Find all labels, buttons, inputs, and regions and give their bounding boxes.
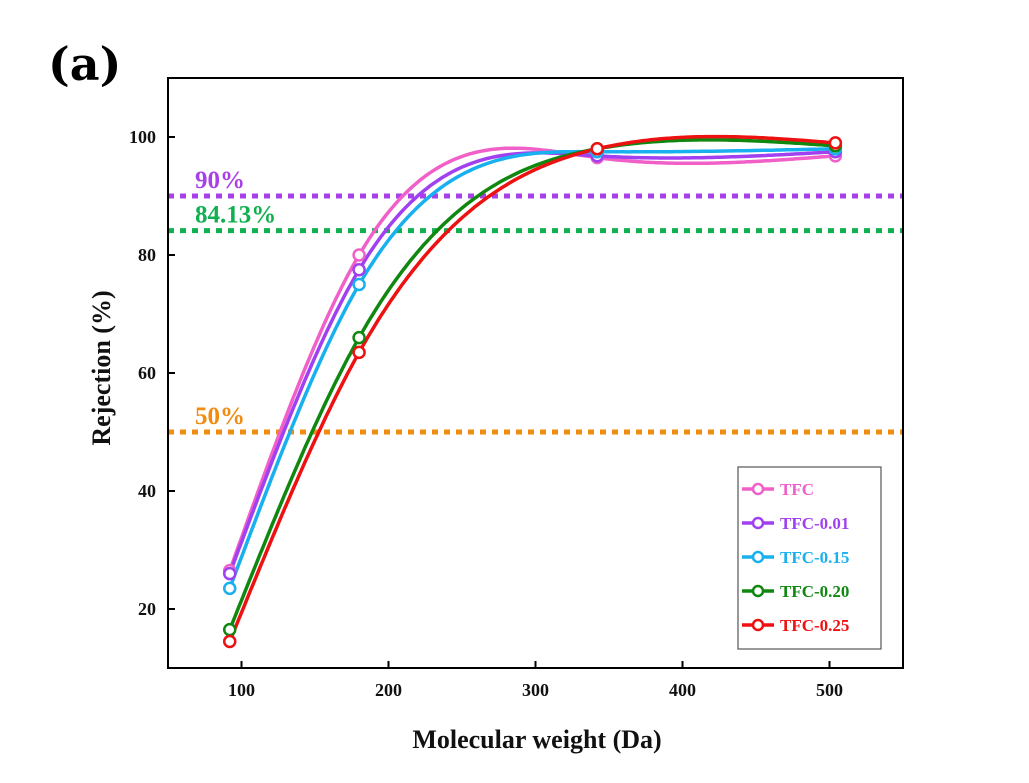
x-axis-title: Molecular weight (Da) [412, 725, 661, 754]
panel-label: (a) [48, 37, 121, 91]
legend-swatch-marker-4 [751, 618, 765, 632]
data-point-4-3 [828, 136, 843, 150]
x-tick-label-1: 200 [375, 680, 402, 700]
plot-area: 90% 84.13% 50% 100 200 300 400 500 20 40 60 80 100 TF… [129, 77, 904, 700]
data-point-2-0 [222, 581, 237, 596]
series-line-3 [228, 138, 836, 631]
x-tick-label-2: 300 [522, 680, 549, 700]
reference-label-1: 84.13% [195, 202, 276, 229]
data-point-4-0 [222, 634, 237, 649]
x-tick-label-0: 100 [228, 680, 255, 700]
legend-label-0: TFC [780, 480, 814, 499]
series-line-2 [228, 147, 836, 590]
data-point-1-0 [222, 566, 237, 581]
data-point-0-1 [352, 248, 366, 262]
y-axis-title: Rejection (%) [87, 290, 116, 445]
x-tick-label-4: 500 [816, 680, 843, 700]
data-point-1-1 [352, 263, 366, 277]
legend-label-1: TFC-0.01 [780, 514, 849, 533]
data-point-4-1 [352, 345, 366, 360]
series-line-0 [228, 146, 836, 572]
y-tick-label-0: 20 [138, 599, 156, 619]
legend: TFC TFC-0.01 TFC-0.15 TFC-0.20 TFC-0.25 [737, 466, 882, 650]
data-point-4-2 [590, 142, 604, 156]
reference-label-0: 90% [195, 167, 245, 194]
legend-label-3: TFC-0.20 [780, 582, 849, 601]
y-tick-label-1: 40 [138, 481, 156, 501]
y-tick-label-2: 60 [138, 363, 156, 383]
legend-label-4: TFC-0.25 [780, 616, 849, 635]
y-tick-label-4: 100 [129, 127, 156, 147]
legend-swatch-marker-0 [751, 482, 765, 496]
legend-label-2: TFC-0.15 [780, 548, 849, 567]
data-point-3-0 [222, 622, 237, 637]
x-tick-label-3: 400 [669, 680, 696, 700]
legend-swatch-marker-3 [751, 584, 765, 598]
data-point-3-1 [352, 330, 366, 345]
legend-swatch-marker-2 [751, 550, 765, 564]
y-tick-label-3: 80 [138, 245, 156, 265]
reference-label-2: 50% [195, 403, 245, 430]
legend-swatch-marker-1 [751, 516, 765, 530]
series-line-4 [228, 134, 836, 643]
data-point-2-1 [352, 277, 366, 292]
